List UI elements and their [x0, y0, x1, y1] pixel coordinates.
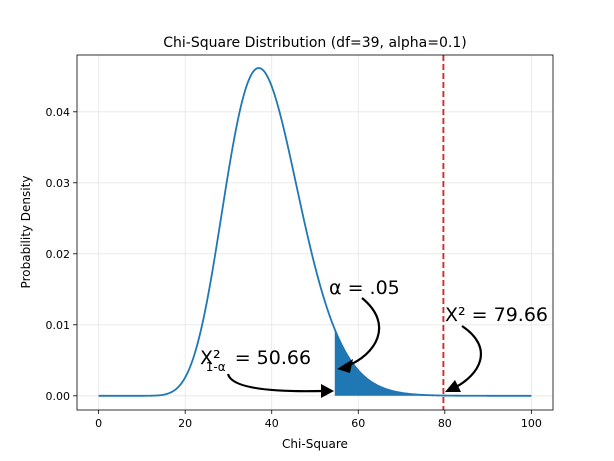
y-axis-ticks: 0.00 0.01 0.02 0.03 0.04	[46, 106, 77, 403]
x-tick-label: 100	[521, 417, 542, 430]
x-axis-label: Chi-Square	[282, 437, 348, 451]
plot-frame	[76, 54, 554, 411]
x-tick-label: 60	[351, 417, 365, 430]
x-tick-label: 0	[95, 417, 102, 430]
series-line-chi-square-pdf	[98, 67, 532, 397]
critical-arrowhead	[321, 384, 334, 398]
x-axis-ticks: 0 20 40 60 80 100	[95, 410, 542, 430]
critical-subscript: 1-α	[206, 360, 226, 374]
x-tick-label: 80	[438, 417, 452, 430]
y-tick-label: 0.02	[46, 248, 71, 261]
alpha-arrow	[346, 297, 381, 368]
y-tick-label: 0.04	[46, 106, 71, 119]
y-tick-label: 0.00	[46, 390, 71, 403]
shaded-alpha-region	[334, 329, 532, 396]
x-tick-label: 40	[265, 417, 279, 430]
y-tick-label: 0.01	[46, 319, 71, 332]
alpha-annotation: α = .05	[329, 277, 400, 299]
grid	[77, 55, 553, 410]
critical-symbol: Χ²	[200, 347, 221, 369]
statistic-annotation: Χ² = 79.66	[445, 304, 548, 326]
alpha-arrowhead	[337, 359, 353, 373]
y-tick-label: 0.03	[46, 177, 71, 190]
critical-annotation: Χ² 1-α = 50.66	[200, 347, 311, 375]
x-tick-label: 20	[178, 417, 192, 430]
critical-arrow	[226, 373, 324, 393]
statistic-arrowhead	[445, 380, 461, 392]
chart-title: Chi-Square Distribution (df=39, alpha=0.…	[163, 35, 466, 51]
y-axis-label: Probability Density	[19, 176, 33, 289]
critical-value: = 50.66	[235, 347, 311, 369]
statistic-arrow	[453, 325, 483, 389]
